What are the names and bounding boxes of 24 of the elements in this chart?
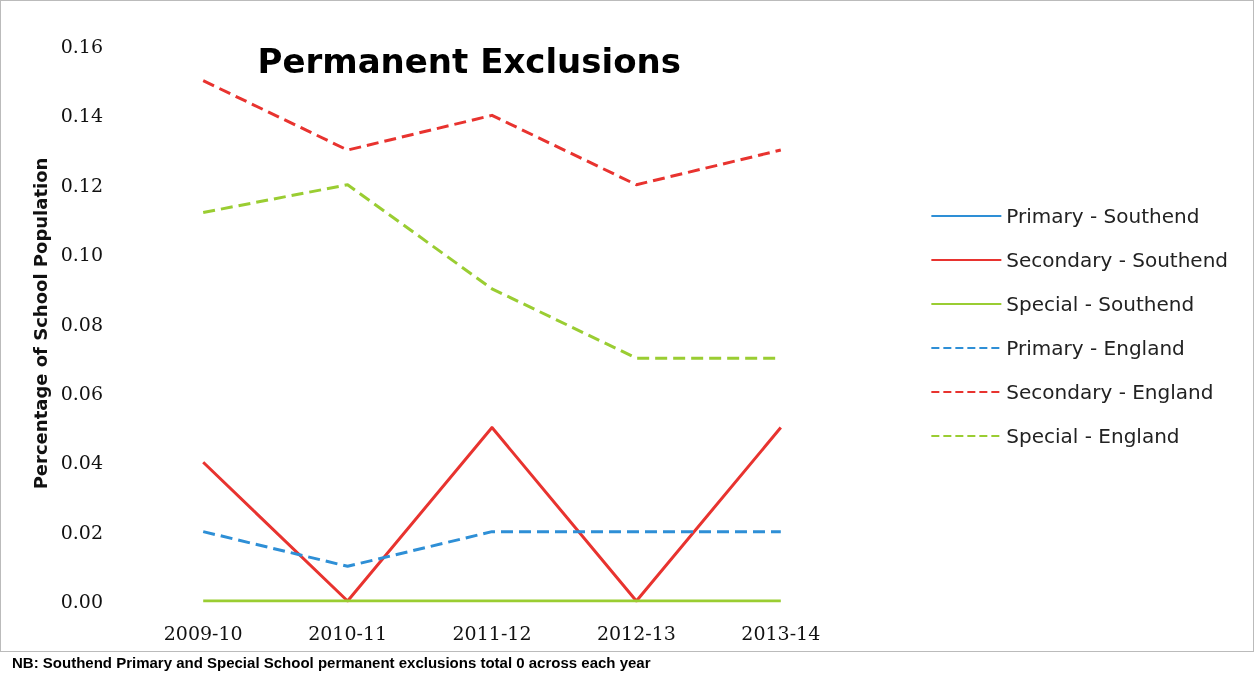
legend-label: Primary - England	[1006, 336, 1185, 360]
x-tick-label: 2009-10	[163, 621, 243, 644]
y-tick-label: 0.12	[60, 173, 103, 196]
legend-label: Primary - Southend	[1006, 204, 1200, 228]
legend-label: Secondary - Southend	[1006, 248, 1229, 272]
x-tick-label: 2010-11	[308, 621, 388, 644]
legend-label: Special - Southend	[1006, 292, 1195, 316]
y-tick-label: 0.08	[60, 312, 103, 335]
y-tick-label: 0.06	[60, 381, 103, 404]
y-tick-label: 0.14	[60, 104, 103, 127]
y-tick-label: 0.00	[60, 590, 103, 612]
x-tick-label: 2012-13	[596, 621, 676, 644]
legend-label: Secondary - England	[1006, 380, 1214, 404]
line-series	[201, 79, 783, 187]
x-tick-label: 2011-12	[452, 621, 532, 644]
text: NB: Southend Primary and Special School permanent exclusions total 0 across each year	[12, 654, 652, 671]
y-tick-label: 0.16	[60, 35, 103, 57]
y-axis-title: Percentage of School Population	[30, 157, 52, 490]
x-tick-label: 2013-14	[741, 621, 821, 644]
y-tick-label: 0.10	[60, 243, 103, 266]
y-tick-label: 0.02	[60, 520, 103, 543]
chart-title: Permanent Exclusions	[257, 41, 682, 81]
legend-label: Special - England	[1006, 424, 1180, 448]
y-tick-label: 0.04	[60, 451, 103, 474]
